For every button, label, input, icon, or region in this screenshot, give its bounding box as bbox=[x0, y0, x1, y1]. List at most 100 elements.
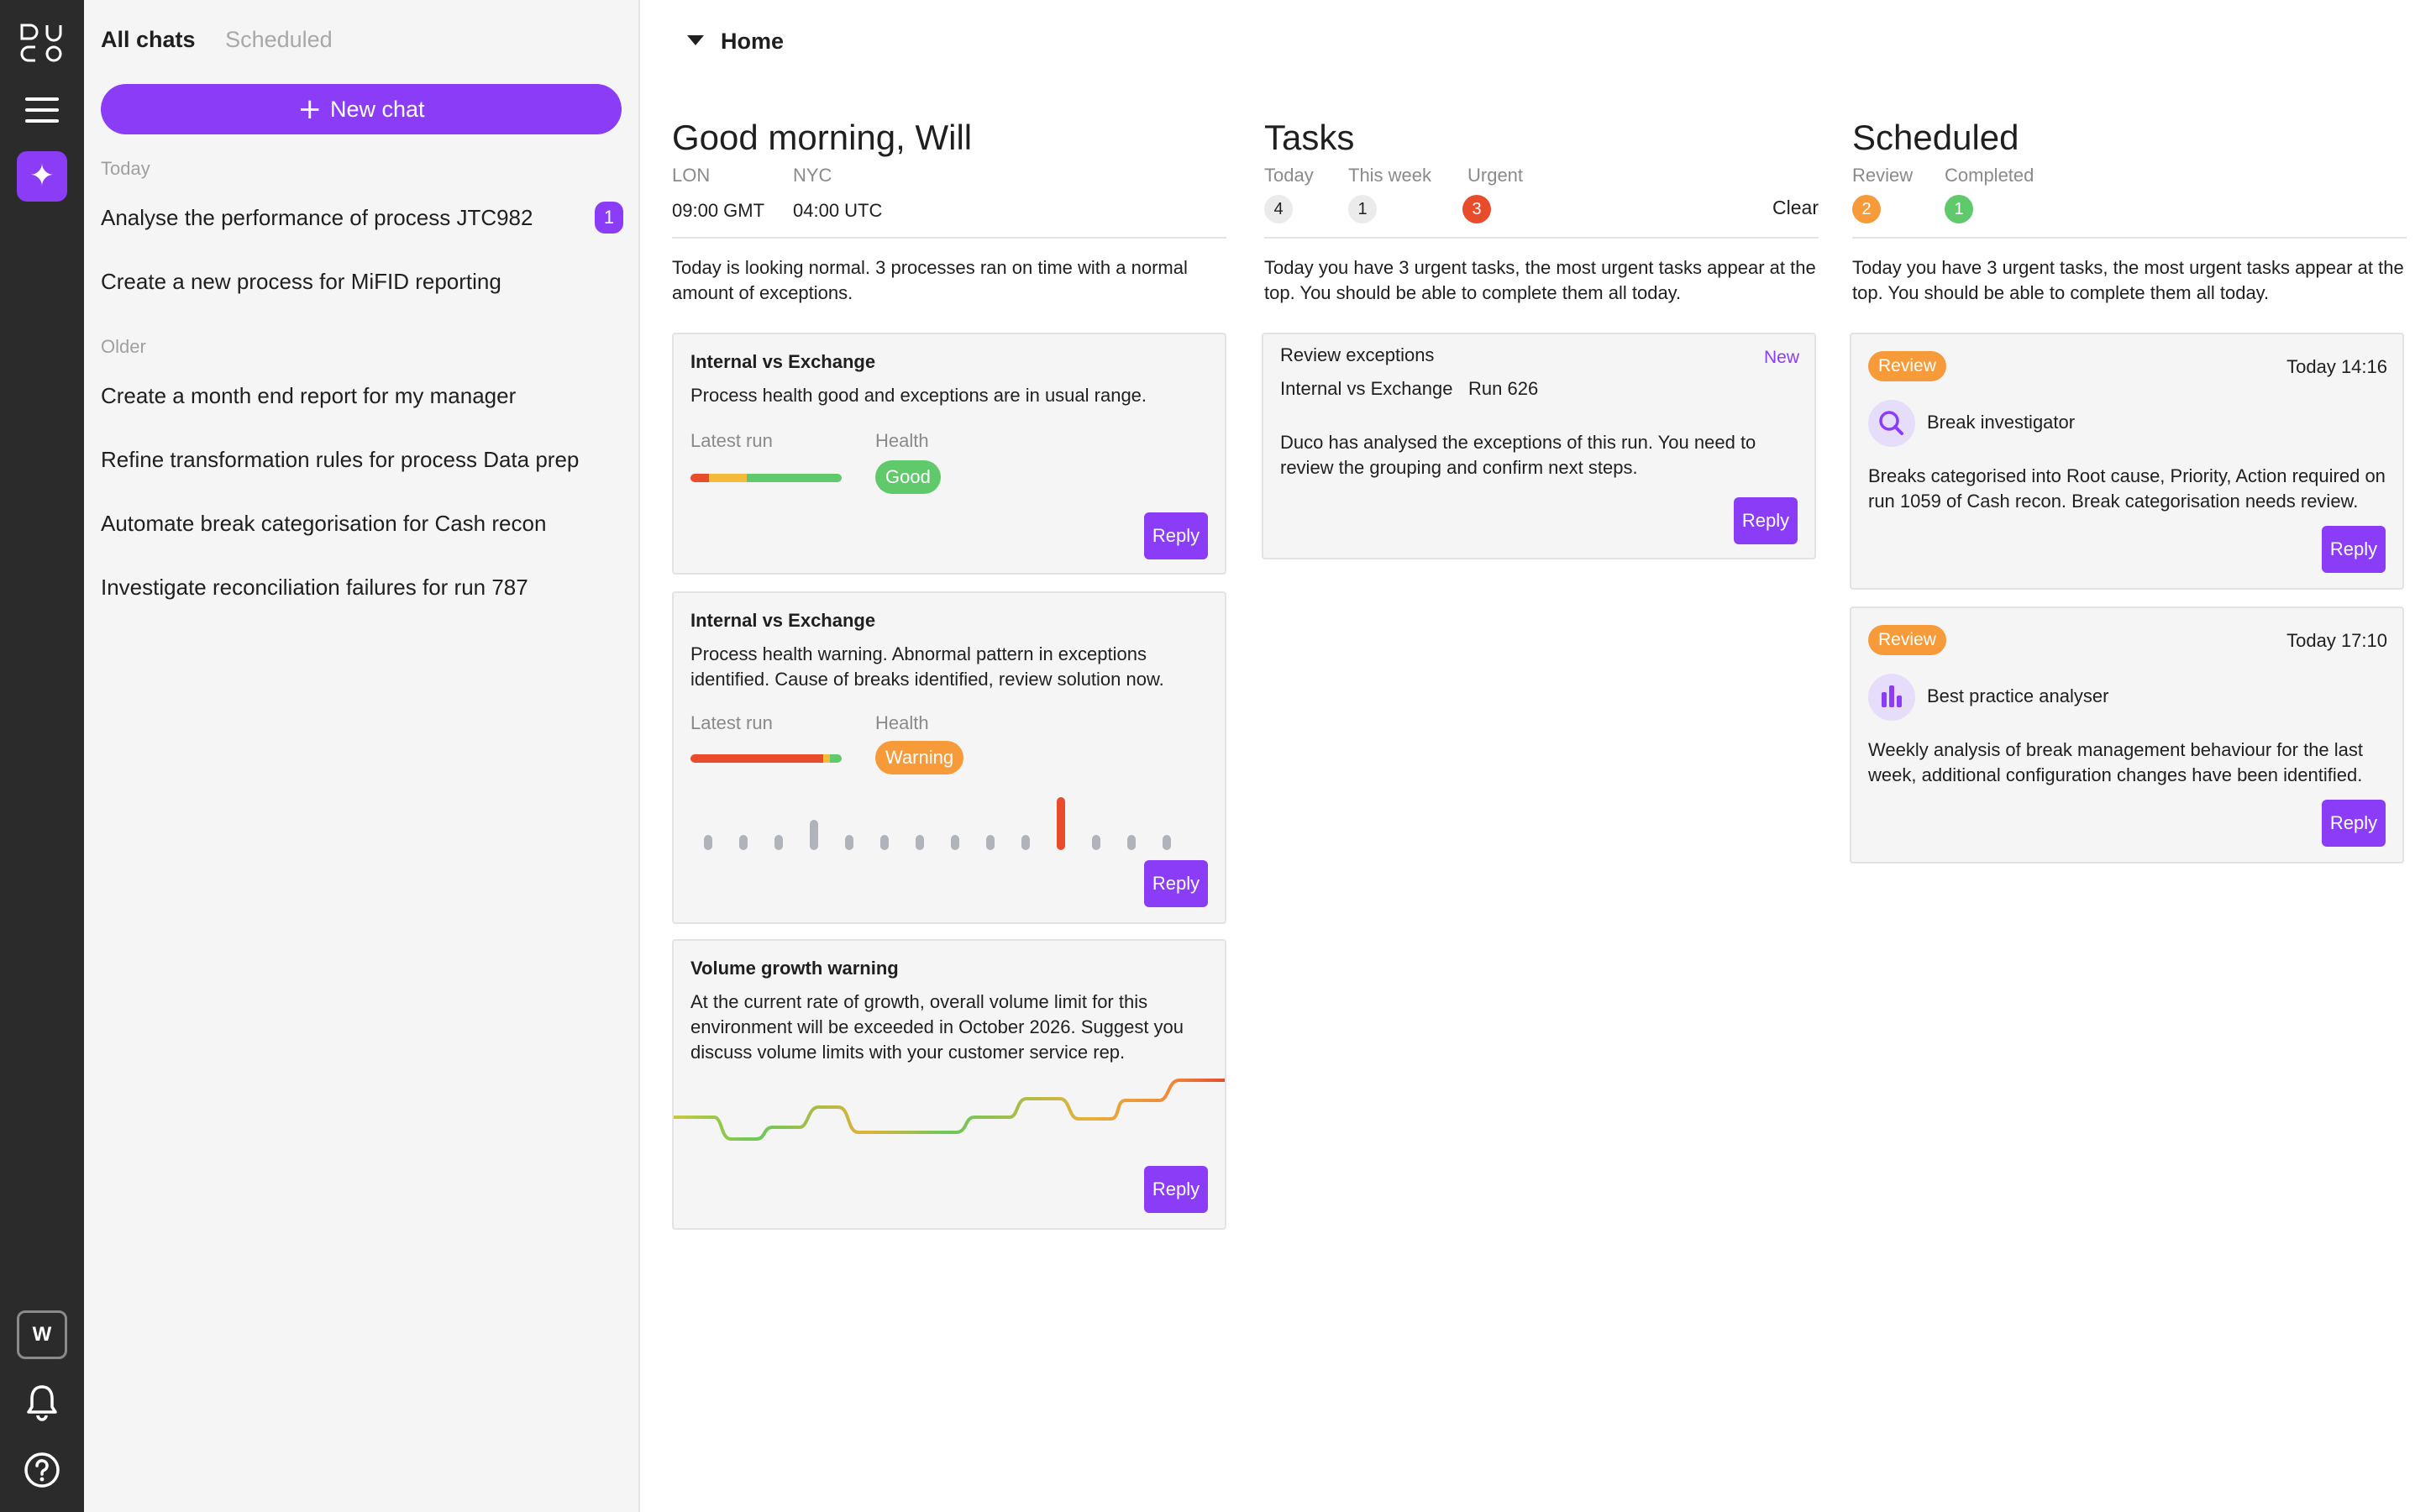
chat-item[interactable]: Investigate reconciliation failures for … bbox=[101, 575, 623, 601]
card-title: Internal vs Exchange bbox=[690, 610, 876, 631]
scheduled-text: Weekly analysis of break management beha… bbox=[1868, 739, 2364, 785]
exception-bar bbox=[916, 835, 924, 850]
task-process: Internal vs Exchange bbox=[1280, 378, 1453, 399]
exception-bar bbox=[845, 835, 853, 850]
reply-button[interactable]: Reply bbox=[1144, 860, 1208, 907]
reply-button[interactable]: Reply bbox=[1144, 512, 1208, 559]
exception-bar bbox=[1057, 797, 1065, 850]
latest-run-bar bbox=[690, 474, 842, 482]
volume-growth-trend bbox=[674, 1079, 1225, 1141]
run-bar-orange bbox=[823, 754, 830, 763]
count-label-completed: Completed bbox=[1945, 165, 2034, 186]
card-title: Volume growth warning bbox=[690, 958, 899, 979]
run-bar-red bbox=[690, 754, 824, 763]
tasks-summary: Today you have 3 urgent tasks, the most … bbox=[1264, 257, 1816, 303]
section-today-label: Today bbox=[101, 158, 150, 179]
new-badge: New bbox=[1763, 348, 1799, 367]
reply-button[interactable]: Reply bbox=[1144, 1166, 1208, 1213]
count-badge-review[interactable]: 2 bbox=[1852, 195, 1881, 223]
bell-icon[interactable] bbox=[24, 1383, 60, 1421]
scheduled-card: Review Today 14:16 Break investigator Br… bbox=[1850, 333, 2404, 590]
chat-item-label: Automate break categorisation for Cash r… bbox=[101, 511, 547, 536]
health-badge: Warning bbox=[875, 741, 964, 774]
clear-button[interactable]: Clear bbox=[1772, 197, 1819, 218]
clock-city: LON bbox=[672, 165, 711, 186]
chat-item[interactable]: Create a month end report for my manager bbox=[101, 383, 623, 409]
greeting-summary: Today is looking normal. 3 processes ran… bbox=[672, 257, 1188, 303]
task-title: Review exceptions bbox=[1280, 344, 1435, 365]
breadcrumb-home[interactable]: Home bbox=[687, 29, 784, 55]
task-card: Review exceptions New Internal vs Exchan… bbox=[1262, 333, 1816, 559]
run-bar-green bbox=[746, 474, 842, 482]
unread-badge: 1 bbox=[595, 202, 623, 234]
health-label: Health bbox=[875, 712, 929, 733]
exception-bar bbox=[986, 835, 995, 850]
clock-time: 04:00 UTC bbox=[793, 200, 883, 221]
exception-bar bbox=[1127, 835, 1136, 850]
card-text: Process health warning. Abnormal pattern… bbox=[690, 643, 1164, 690]
process-card: Internal vs Exchange Process health good… bbox=[672, 333, 1226, 575]
sparkle-icon[interactable]: ✦ bbox=[17, 151, 67, 202]
exceptions-sparkline bbox=[704, 797, 1171, 850]
count-label-urgent: Urgent bbox=[1467, 165, 1524, 186]
task-text: Duco has analysed the exceptions of this… bbox=[1280, 432, 1756, 478]
count-badge-this-week[interactable]: 1 bbox=[1348, 195, 1377, 223]
bar-chart-icon bbox=[1868, 674, 1915, 721]
tasks-title: Tasks bbox=[1264, 118, 1355, 157]
scheduled-card: Review Today 17:10 Best practice analyse… bbox=[1850, 606, 2404, 864]
duco-logo-icon[interactable] bbox=[18, 22, 66, 64]
chat-item-label: Create a new process for MiFID reporting bbox=[101, 269, 501, 294]
chat-item[interactable]: Automate break categorisation for Cash r… bbox=[101, 511, 623, 537]
magnifier-icon bbox=[1868, 400, 1915, 447]
reply-button[interactable]: Reply bbox=[2322, 800, 2386, 847]
card-title: Internal vs Exchange bbox=[690, 351, 876, 372]
greeting-column: Good morning, Will LON NYC 09:00 GMT 04:… bbox=[672, 118, 1226, 309]
scheduled-title: Scheduled bbox=[1852, 118, 2019, 157]
latest-run-label: Latest run bbox=[690, 430, 773, 451]
count-badge-completed[interactable]: 1 bbox=[1945, 195, 1973, 223]
task-run: Run 626 bbox=[1468, 378, 1539, 399]
exception-bar bbox=[951, 835, 959, 850]
scheduled-time: Today 14:16 bbox=[2286, 356, 2387, 377]
chat-item[interactable]: Create a new process for MiFID reporting bbox=[101, 269, 623, 295]
tab-all-chats[interactable]: All chats bbox=[101, 27, 196, 52]
card-text: Process health good and exceptions are i… bbox=[690, 385, 1147, 406]
clock-city: NYC bbox=[793, 165, 832, 186]
avatar[interactable]: W bbox=[17, 1310, 67, 1359]
task-counts: Today This week Urgent 4 1 3 Clear bbox=[1264, 163, 1819, 239]
health-label: Health bbox=[875, 430, 929, 451]
exception-bar bbox=[739, 835, 748, 850]
count-badge-today[interactable]: 4 bbox=[1264, 195, 1293, 223]
count-label-this-week: This week bbox=[1348, 165, 1432, 186]
exception-bar bbox=[774, 835, 783, 850]
count-label-today: Today bbox=[1264, 165, 1314, 186]
tasks-column: Tasks Today This week Urgent 4 1 3 Clear… bbox=[1264, 118, 1819, 309]
latest-run-label: Latest run bbox=[690, 712, 773, 733]
exception-bar bbox=[1092, 835, 1100, 850]
clock-row: LON NYC 09:00 GMT 04:00 UTC bbox=[672, 163, 1226, 239]
reply-button[interactable]: Reply bbox=[2322, 526, 2386, 573]
reply-button[interactable]: Reply bbox=[1734, 497, 1798, 544]
exception-bar bbox=[704, 835, 712, 850]
new-chat-label: New chat bbox=[329, 97, 425, 122]
chat-item[interactable]: Refine transformation rules for process … bbox=[101, 447, 623, 473]
breadcrumb-label: Home bbox=[721, 29, 785, 54]
chat-sidebar: All chats Scheduled + New chat Today Anal… bbox=[84, 0, 640, 1512]
agent-name: Break investigator bbox=[1927, 412, 2076, 433]
hamburger-menu-icon[interactable] bbox=[25, 97, 59, 123]
run-bar-red bbox=[690, 474, 709, 482]
exception-bar bbox=[810, 820, 818, 850]
process-card: Internal vs Exchange Process health warn… bbox=[672, 591, 1226, 924]
chat-item[interactable]: Analyse the performance of process JTC98… bbox=[101, 202, 623, 234]
count-badge-urgent[interactable]: 3 bbox=[1462, 195, 1491, 223]
scheduled-summary: Today you have 3 urgent tasks, the most … bbox=[1852, 257, 2404, 303]
help-icon[interactable] bbox=[24, 1452, 60, 1488]
new-chat-button[interactable]: + New chat bbox=[101, 84, 622, 134]
review-tag: Review bbox=[1868, 625, 1946, 655]
scheduled-time: Today 17:10 bbox=[2286, 630, 2387, 651]
tab-scheduled[interactable]: Scheduled bbox=[225, 27, 333, 52]
volume-card: Volume growth warning At the current rat… bbox=[672, 939, 1226, 1230]
card-text: At the current rate of growth, overall v… bbox=[690, 991, 1184, 1063]
chat-tabs: All chats Scheduled bbox=[101, 27, 356, 53]
scheduled-counts: Review Completed 2 1 bbox=[1852, 163, 2407, 239]
